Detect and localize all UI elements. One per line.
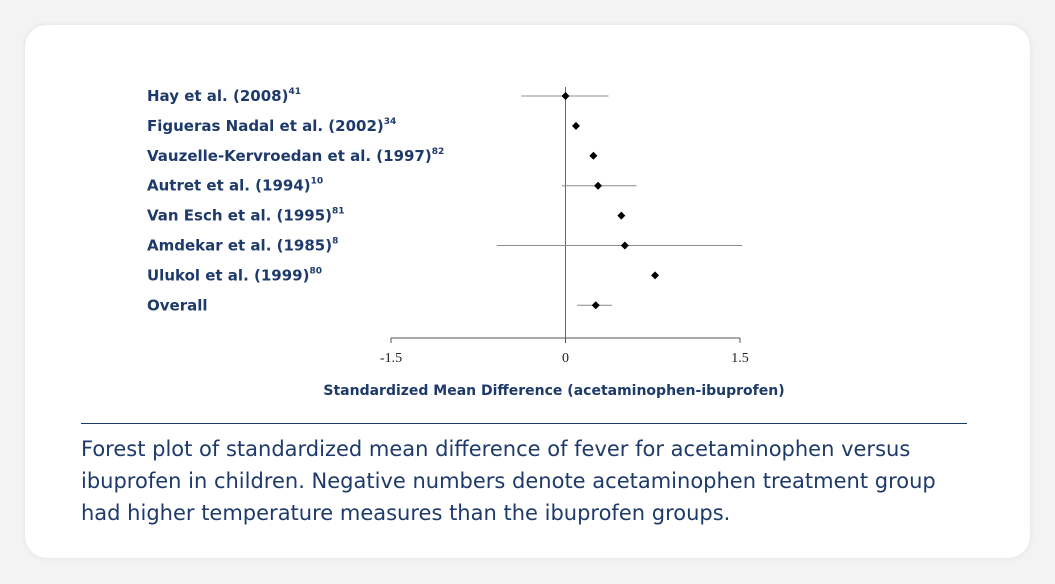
- x-tick-label: 0: [562, 351, 569, 366]
- study-label: Autret et al. (1994)10: [147, 176, 323, 194]
- study-label: Hay et al. (2008)41: [147, 87, 301, 105]
- divider: [81, 423, 967, 424]
- study-ref: 41: [288, 87, 301, 97]
- caption: Forest plot of standardized mean differe…: [81, 437, 936, 525]
- study-name: Ulukol et al. (1999): [147, 266, 309, 284]
- card: [25, 25, 1030, 558]
- study-name: Overall: [147, 296, 208, 314]
- estimate-marker: [594, 181, 603, 190]
- study-label: Amdekar et al. (1985)8: [147, 236, 338, 254]
- study-label: Overall: [147, 296, 208, 314]
- study-name: Amdekar et al. (1985): [147, 236, 332, 254]
- study-label: Van Esch et al. (1995)81: [147, 206, 345, 224]
- study-name: Hay et al. (2008): [147, 87, 288, 105]
- x-tick-label: -1.5: [380, 351, 402, 366]
- x-axis-label: Standardized Mean Difference (acetaminop…: [323, 383, 784, 399]
- study-label: Figueras Nadal et al. (2002)34: [147, 116, 396, 134]
- study-name: Van Esch et al. (1995): [147, 206, 332, 224]
- estimate-marker: [561, 92, 570, 100]
- study-ref: 81: [332, 206, 345, 216]
- estimate-marker: [589, 151, 598, 160]
- study-ref: 8: [332, 236, 338, 246]
- study-name: Autret et al. (1994): [147, 176, 311, 194]
- study-label: Ulukol et al. (1999)80: [147, 266, 322, 284]
- estimate-marker: [651, 271, 660, 280]
- study-ref: 82: [432, 146, 445, 156]
- estimate-marker: [591, 301, 600, 310]
- study-ref: 34: [384, 116, 397, 126]
- study-ref: 10: [311, 176, 324, 186]
- study-ref: 80: [309, 266, 322, 276]
- x-tick-label: 1.5: [731, 351, 749, 366]
- estimate-marker: [620, 241, 629, 250]
- study-label: Vauzelle-Kervroedan et al. (1997)82: [147, 146, 444, 164]
- study-name: Vauzelle-Kervroedan et al. (1997): [147, 146, 432, 164]
- estimate-marker: [617, 211, 626, 220]
- estimate-marker: [571, 121, 580, 130]
- study-name: Figueras Nadal et al. (2002): [147, 116, 384, 134]
